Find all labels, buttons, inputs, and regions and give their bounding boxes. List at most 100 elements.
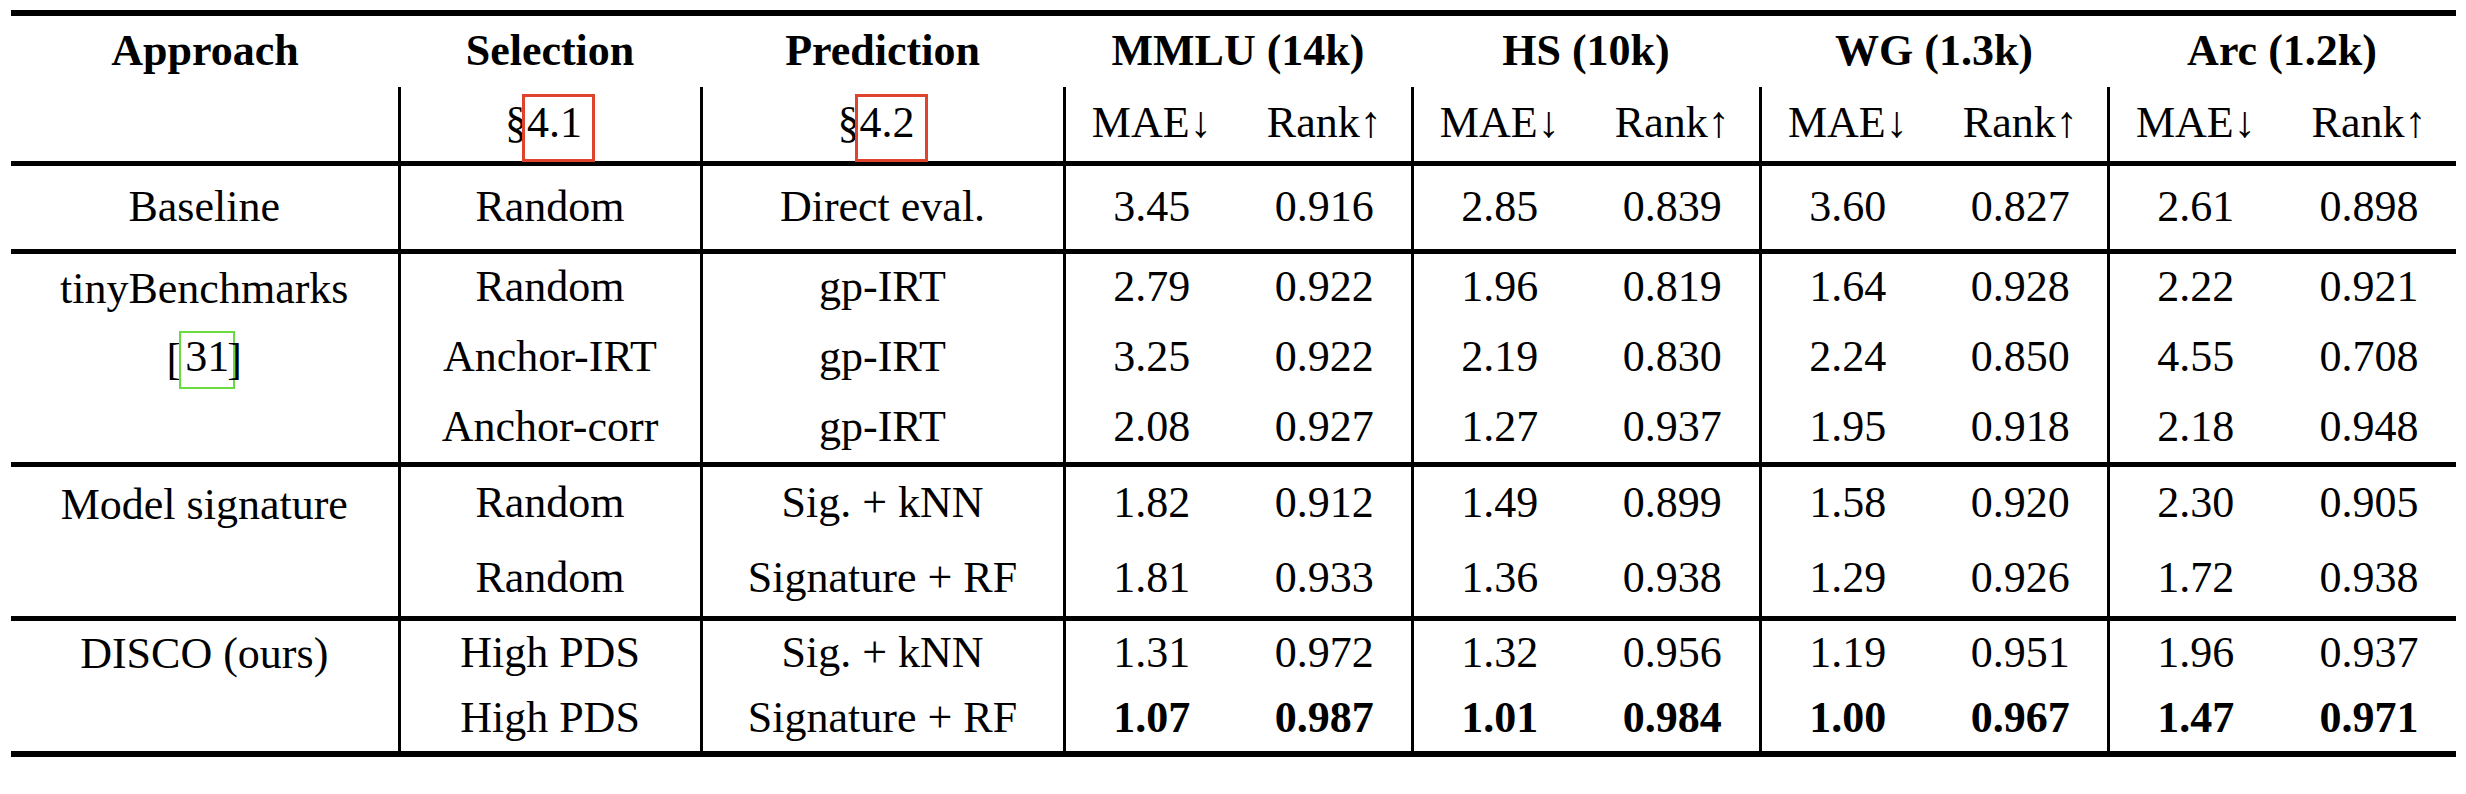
hs-rank-value: 0.984	[1586, 686, 1760, 754]
approach-cell: Model signature	[11, 464, 399, 618]
prediction-value: gp-IRT	[701, 251, 1064, 322]
prediction-value: Sig. + kNN	[701, 464, 1064, 541]
approach-label: Model signature	[11, 467, 398, 544]
header-approach-spacer	[11, 87, 399, 163]
section-baseline: Baseline Random Direct eval. 3.45 0.916 …	[11, 163, 2456, 251]
arc-rank-value: 0.937	[2282, 618, 2456, 686]
bracket-close: ]	[227, 334, 242, 387]
hs-mae-value: 1.96	[1412, 251, 1586, 322]
wg-mae-value: 2.24	[1760, 322, 1934, 393]
prediction-value: Direct eval.	[701, 163, 1064, 251]
hs-mae-value: 1.27	[1412, 393, 1586, 464]
section-tinybenchmarks: tinyBenchmarks [31] Random gp-IRT 2.79 0…	[11, 251, 2456, 464]
mmlu-mae-value: 2.79	[1064, 251, 1238, 322]
section-4-1-link[interactable]: 4.1	[522, 94, 595, 162]
arc-mae-value: 2.22	[2108, 251, 2282, 322]
arc-rank-value: 0.905	[2282, 464, 2456, 541]
mmlu-rank-value: 0.922	[1238, 251, 1412, 322]
hs-rank-value: 0.830	[1586, 322, 1760, 393]
selection-section-ref: §4.1	[399, 87, 701, 163]
table-header: Approach Selection Prediction MMLU (14k)…	[11, 13, 2456, 163]
prediction-value: Signature + RF	[701, 686, 1064, 754]
wg-mae-value: 3.60	[1760, 163, 1934, 251]
mmlu-mae-value: 3.25	[1064, 322, 1238, 393]
group-header-arc: Arc (1.2k)	[2108, 13, 2456, 87]
wg-rank-value: 0.920	[1934, 464, 2108, 541]
arc-rank-value: 0.921	[2282, 251, 2456, 322]
mmlu-mae-value: 3.45	[1064, 163, 1238, 251]
arc-rank-value: 0.708	[2282, 322, 2456, 393]
prediction-value: Signature + RF	[701, 541, 1064, 618]
mmlu-rank-value: 0.916	[1238, 163, 1412, 251]
hs-rank-header: Rank↑	[1586, 87, 1760, 163]
hs-mae-value: 1.01	[1412, 686, 1586, 754]
wg-rank-value: 0.926	[1934, 541, 2108, 618]
table-row: tinyBenchmarks [31] Random gp-IRT 2.79 0…	[11, 251, 2456, 322]
wg-mae-header: MAE↓	[1760, 87, 1934, 163]
section-4-2-link[interactable]: 4.2	[855, 94, 928, 162]
wg-rank-value: 0.928	[1934, 251, 2108, 322]
hs-mae-value: 1.49	[1412, 464, 1586, 541]
hs-rank-value: 0.839	[1586, 163, 1760, 251]
benchmark-results-table: Approach Selection Prediction MMLU (14k)…	[11, 10, 2456, 757]
group-header-mmlu: MMLU (14k)	[1064, 13, 1412, 87]
wg-rank-header: Rank↑	[1934, 87, 2108, 163]
section-model-signature: Model signature Random Sig. + kNN 1.82 0…	[11, 464, 2456, 618]
wg-rank-value: 0.918	[1934, 393, 2108, 464]
citation: [31]	[11, 325, 398, 396]
table-row: Model signature Random Sig. + kNN 1.82 0…	[11, 464, 2456, 541]
approach-cell: tinyBenchmarks [31]	[11, 251, 399, 464]
approach-label: DISCO (ours)	[11, 621, 398, 689]
selection-value: High PDS	[399, 618, 701, 686]
mmlu-rank-value: 0.987	[1238, 686, 1412, 754]
selection-value: Random	[399, 251, 701, 322]
hs-mae-value: 2.19	[1412, 322, 1586, 393]
mmlu-rank-value: 0.933	[1238, 541, 1412, 618]
hs-rank-value: 0.819	[1586, 251, 1760, 322]
wg-mae-value: 1.58	[1760, 464, 1934, 541]
selection-value: High PDS	[399, 686, 701, 754]
arc-rank-value: 0.948	[2282, 393, 2456, 464]
wg-mae-value: 1.19	[1760, 618, 1934, 686]
prediction-value: gp-IRT	[701, 322, 1064, 393]
wg-mae-value: 1.95	[1760, 393, 1934, 464]
group-header-hs: HS (10k)	[1412, 13, 1760, 87]
wg-rank-value: 0.850	[1934, 322, 2108, 393]
selection-value: Random	[399, 163, 701, 251]
arc-mae-value: 1.96	[2108, 618, 2282, 686]
hs-rank-value: 0.938	[1586, 541, 1760, 618]
arc-rank-value: 0.938	[2282, 541, 2456, 618]
selection-value: Random	[399, 541, 701, 618]
approach-cell: DISCO (ours)	[11, 618, 399, 754]
selection-value: Random	[399, 464, 701, 541]
col-header-approach: Approach	[11, 13, 399, 87]
arc-mae-value: 2.18	[2108, 393, 2282, 464]
mmlu-rank-value: 0.912	[1238, 464, 1412, 541]
wg-rank-value: 0.827	[1934, 163, 2108, 251]
mmlu-mae-value: 1.81	[1064, 541, 1238, 618]
header-row-metrics: §4.1 §4.2 MAE↓ Rank↑ MAE↓ Rank↑ MAE↓ Ran…	[11, 87, 2456, 163]
mmlu-mae-value: 1.07	[1064, 686, 1238, 754]
hs-mae-value: 1.32	[1412, 618, 1586, 686]
arc-rank-header: Rank↑	[2282, 87, 2456, 163]
prediction-section-ref: §4.2	[701, 87, 1064, 163]
wg-mae-value: 1.64	[1760, 251, 1934, 322]
wg-mae-value: 1.00	[1760, 686, 1934, 754]
col-header-prediction: Prediction	[701, 13, 1064, 87]
selection-value: Anchor-IRT	[399, 322, 701, 393]
wg-rank-value: 0.951	[1934, 618, 2108, 686]
wg-mae-value: 1.29	[1760, 541, 1934, 618]
table-row: DISCO (ours) High PDS Sig. + kNN 1.31 0.…	[11, 618, 2456, 686]
hs-mae-header: MAE↓	[1412, 87, 1586, 163]
arc-mae-value: 1.47	[2108, 686, 2282, 754]
col-header-selection: Selection	[399, 13, 701, 87]
arc-mae-header: MAE↓	[2108, 87, 2282, 163]
group-header-wg: WG (1.3k)	[1760, 13, 2108, 87]
section-disco: DISCO (ours) High PDS Sig. + kNN 1.31 0.…	[11, 618, 2456, 754]
selection-value: Anchor-corr	[399, 393, 701, 464]
mmlu-mae-value: 2.08	[1064, 393, 1238, 464]
mmlu-rank-header: Rank↑	[1238, 87, 1412, 163]
hs-mae-value: 1.36	[1412, 541, 1586, 618]
arc-mae-value: 4.55	[2108, 322, 2282, 393]
table-row: Baseline Random Direct eval. 3.45 0.916 …	[11, 163, 2456, 251]
